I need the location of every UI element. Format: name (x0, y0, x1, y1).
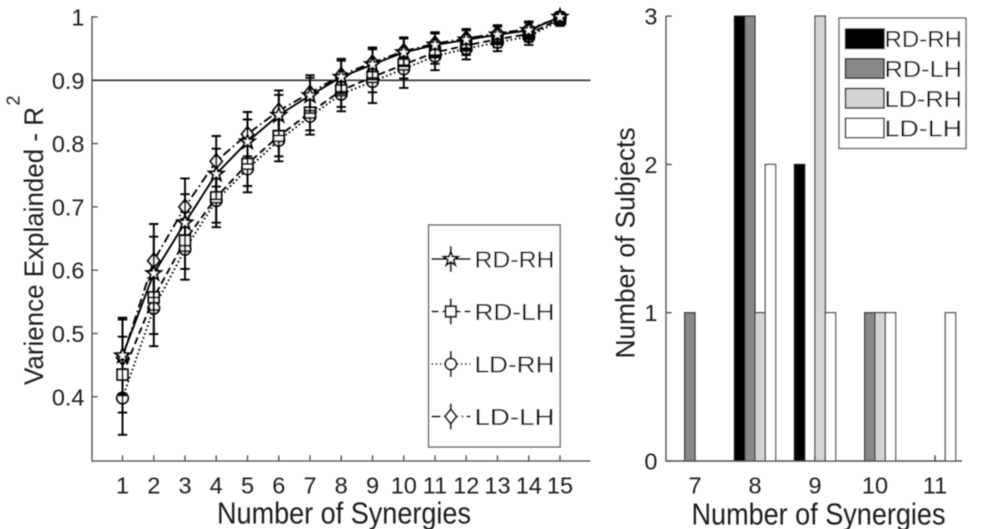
svg-text:7: 7 (688, 473, 701, 499)
svg-text:1: 1 (71, 5, 84, 31)
svg-text:14: 14 (516, 473, 542, 499)
svg-text:LD-LH: LD-LH (885, 116, 963, 142)
svg-text:RD-LH: RD-LH (475, 299, 555, 325)
svg-text:9: 9 (366, 473, 379, 499)
svg-text:0.4: 0.4 (52, 384, 85, 410)
svg-text:11: 11 (423, 473, 447, 499)
svg-text:0.5: 0.5 (52, 321, 85, 347)
svg-text:RD-RH: RD-RH (885, 26, 963, 52)
svg-text:10: 10 (391, 473, 417, 499)
svg-text:Number of Synergies: Number of Synergies (692, 498, 946, 529)
svg-text:LD-RH: LD-RH (475, 352, 555, 378)
svg-text:3: 3 (178, 473, 191, 499)
svg-text:7: 7 (303, 473, 316, 499)
svg-text:15: 15 (547, 473, 573, 499)
svg-text:13: 13 (484, 473, 510, 499)
svg-text:LD-LH: LD-LH (475, 404, 555, 430)
svg-text:4: 4 (210, 473, 223, 499)
svg-text:8: 8 (748, 473, 761, 499)
svg-text:Varience Explainded - R: Varience Explainded - R (19, 107, 49, 385)
svg-text:6: 6 (272, 473, 285, 499)
svg-text:RD-LH: RD-LH (885, 56, 963, 82)
svg-text:2: 2 (147, 473, 160, 499)
svg-text:0.9: 0.9 (52, 68, 85, 94)
svg-text:LD-RH: LD-RH (885, 86, 963, 112)
svg-text:1: 1 (116, 473, 129, 499)
svg-text:0.6: 0.6 (52, 258, 85, 284)
svg-text:Number of Synergies: Number of Synergies (217, 497, 471, 529)
svg-text:10: 10 (862, 473, 888, 499)
svg-text:RD-RH: RD-RH (475, 247, 555, 273)
svg-text:8: 8 (335, 473, 348, 499)
svg-text:1: 1 (644, 300, 657, 326)
svg-text:0: 0 (644, 449, 657, 475)
svg-text:3: 3 (644, 4, 657, 30)
svg-text:11: 11 (923, 473, 947, 499)
svg-text:9: 9 (808, 473, 821, 499)
svg-text:Number of Subjects: Number of Subjects (611, 128, 641, 359)
svg-text:0.7: 0.7 (52, 194, 85, 220)
svg-text:0.8: 0.8 (52, 131, 85, 157)
svg-text:2: 2 (4, 95, 24, 105)
svg-text:5: 5 (241, 473, 254, 499)
svg-text:12: 12 (453, 473, 479, 499)
svg-text:2: 2 (644, 152, 657, 178)
